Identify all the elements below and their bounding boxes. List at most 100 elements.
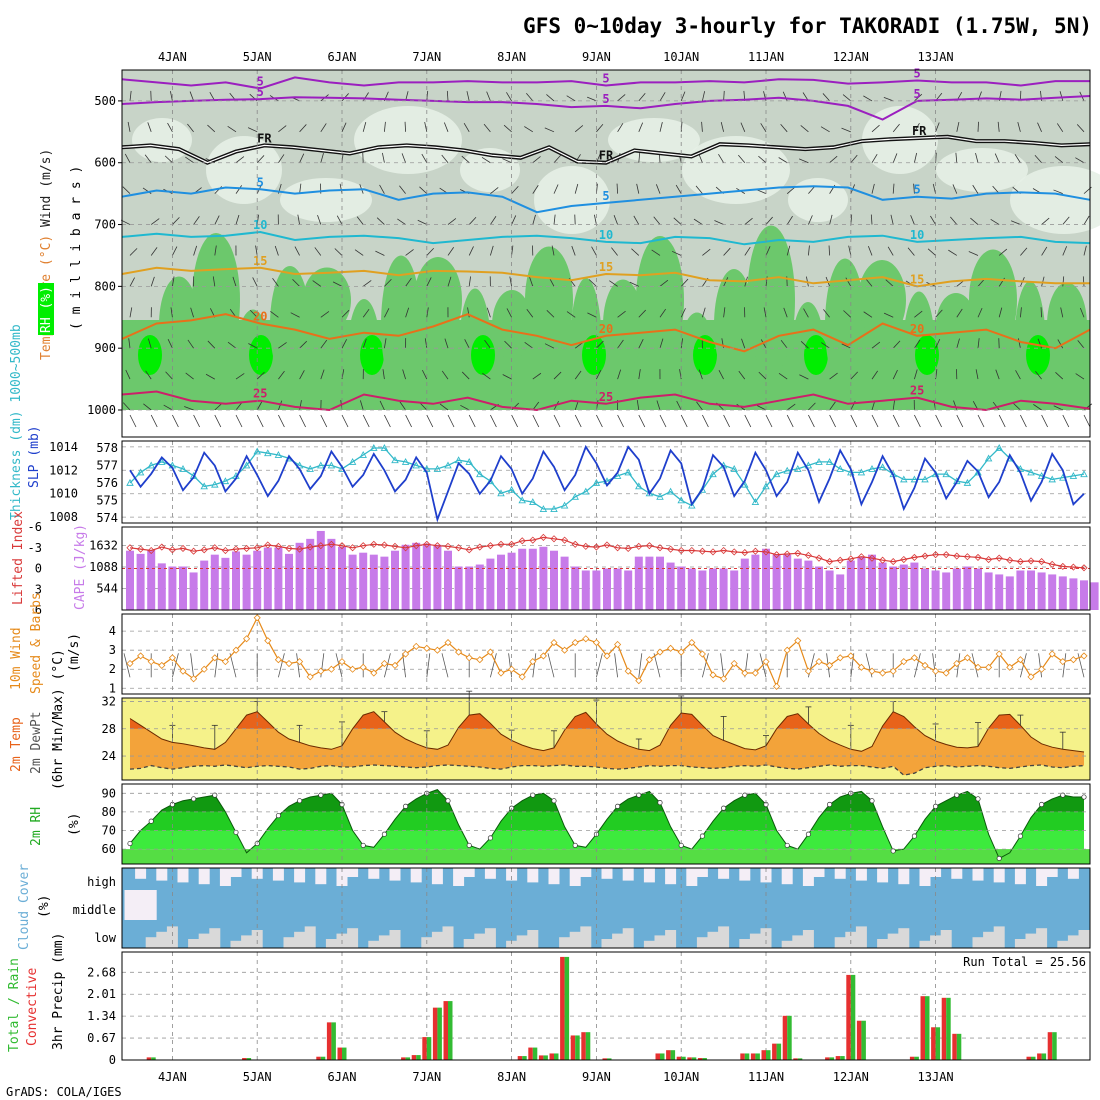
cloud-low-gap xyxy=(972,937,984,948)
wind10-point xyxy=(974,663,982,671)
wind10-point xyxy=(1059,658,1067,666)
date-label-top: 5JAN xyxy=(243,50,272,64)
precip-total-bar xyxy=(331,1022,336,1060)
wind-barb xyxy=(143,403,152,411)
wind10-barb xyxy=(1038,653,1042,678)
cloud-high-gap xyxy=(834,868,846,879)
wind10-barb xyxy=(638,653,643,678)
cape-bar xyxy=(507,552,516,610)
wind-barb xyxy=(424,121,428,132)
cloud-low-gap xyxy=(1036,928,1048,948)
wind-barb xyxy=(659,338,664,349)
temperature-contour xyxy=(121,390,1091,412)
upper-air-frame xyxy=(121,69,1091,438)
cape-bar xyxy=(645,556,654,610)
cloud-frame xyxy=(121,867,1091,949)
wind-barb xyxy=(998,248,1008,256)
wind-barb xyxy=(1034,154,1042,163)
wind-barb xyxy=(997,121,1000,132)
cape-bar xyxy=(740,558,749,610)
wind-barb xyxy=(998,414,1006,428)
precip-total-bar xyxy=(246,1058,252,1060)
wind-barb xyxy=(955,152,958,163)
cape-bar xyxy=(263,547,272,610)
rh-moist-plume xyxy=(714,269,754,381)
wind-barb xyxy=(356,216,364,225)
cloud-high-gap xyxy=(527,868,539,883)
wind-barb xyxy=(702,248,711,256)
wind10-point xyxy=(709,671,717,679)
wind-barb xyxy=(341,122,347,132)
wind-barb xyxy=(1014,154,1021,163)
precip-total-bar xyxy=(426,1037,432,1060)
wind-barb xyxy=(405,249,414,256)
wind-barb xyxy=(718,370,724,380)
contour-label: 25 xyxy=(910,384,924,398)
pressure-tick-label: 1000 xyxy=(87,403,116,417)
wind-barb xyxy=(1041,276,1045,287)
cape-bar xyxy=(1037,572,1046,610)
li-point xyxy=(815,554,823,562)
wind10-barb xyxy=(614,653,618,678)
wind-barb xyxy=(278,370,285,380)
cape-bar xyxy=(677,566,686,610)
wind10-point xyxy=(433,646,441,654)
precip-conv-bar xyxy=(782,1015,788,1060)
wind-barb xyxy=(935,414,942,428)
wind-barb xyxy=(511,245,514,256)
wind-barb xyxy=(444,338,449,349)
rh-point xyxy=(1017,833,1023,839)
wind-barb xyxy=(447,246,455,256)
cloud-low-gap xyxy=(877,939,889,948)
contour-label: 20 xyxy=(910,322,924,336)
wind-barb xyxy=(956,338,960,349)
cape-bar xyxy=(815,566,823,610)
precip-conv-bar xyxy=(920,996,925,1060)
wind-barb xyxy=(294,246,300,256)
wind-barb xyxy=(1012,402,1021,411)
wind-barb xyxy=(532,401,540,411)
wind-barb xyxy=(150,414,158,428)
rh-moist-plume xyxy=(858,260,906,340)
cloud-low-gap xyxy=(516,935,528,948)
wind10-point xyxy=(614,640,622,649)
rh-point xyxy=(572,842,578,848)
wind-barb xyxy=(511,215,517,225)
thickness-point xyxy=(274,451,283,458)
temp-axis-label: 2m Temp xyxy=(9,717,24,772)
wind-barb xyxy=(638,414,646,428)
wind10-point xyxy=(1069,656,1077,664)
wind10-point xyxy=(889,667,897,675)
contour-label: 25 xyxy=(599,390,613,404)
wind10-point xyxy=(773,682,781,690)
precip-total-bar xyxy=(1052,1032,1057,1060)
precip-total-bar xyxy=(766,1050,771,1060)
wind-barb xyxy=(1020,307,1022,318)
wind-barb xyxy=(468,276,471,287)
wind10-barb xyxy=(426,653,431,678)
wind-barb xyxy=(783,307,788,318)
precip-total-bar xyxy=(681,1056,686,1060)
thickness-point xyxy=(465,457,473,465)
precip-total-bar xyxy=(956,1033,962,1060)
precip-total-bar xyxy=(522,1056,527,1060)
wind-barb xyxy=(845,277,852,287)
cloud-high-gap xyxy=(463,868,475,877)
li-point xyxy=(1059,562,1067,570)
wind10-point xyxy=(126,659,134,668)
pressure-tick-label: 800 xyxy=(94,279,116,293)
rh-line xyxy=(129,789,1084,860)
li-point xyxy=(688,546,696,555)
wind-barb xyxy=(1059,91,1064,102)
wind-barb xyxy=(977,338,980,349)
thickness-point xyxy=(560,501,569,509)
wind10-point xyxy=(190,675,198,683)
wind-barb xyxy=(659,122,663,132)
li-point xyxy=(1027,557,1035,565)
wind-barb xyxy=(193,414,200,428)
wind-barb xyxy=(617,369,622,380)
wind-barb xyxy=(167,338,173,349)
wind-barb xyxy=(948,249,958,256)
cloud-low-gap xyxy=(898,928,910,948)
wind-barb xyxy=(695,185,703,194)
